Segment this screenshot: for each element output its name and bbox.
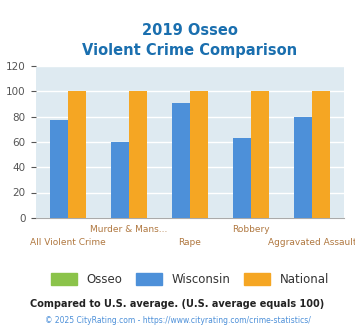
Text: Aggravated Assault: Aggravated Assault (268, 238, 355, 247)
Bar (110, 142, 129, 218)
Text: Compared to U.S. average. (U.S. average equals 100): Compared to U.S. average. (U.S. average … (31, 299, 324, 309)
Bar (68, 91, 86, 218)
Bar (251, 91, 269, 218)
Text: Rape: Rape (179, 238, 201, 247)
Text: © 2025 CityRating.com - https://www.cityrating.com/crime-statistics/: © 2025 CityRating.com - https://www.city… (45, 316, 310, 325)
Text: All Violent Crime: All Violent Crime (30, 238, 106, 247)
Bar (233, 138, 251, 218)
Bar (190, 91, 208, 218)
Bar (129, 91, 147, 218)
Bar (50, 120, 68, 218)
Text: Robbery: Robbery (232, 225, 270, 234)
Legend: Osseo, Wisconsin, National: Osseo, Wisconsin, National (45, 267, 335, 292)
Bar (171, 103, 190, 218)
Title: 2019 Osseo
Violent Crime Comparison: 2019 Osseo Violent Crime Comparison (82, 23, 297, 58)
Bar (294, 116, 312, 218)
Text: Murder & Mans...: Murder & Mans... (90, 225, 168, 234)
Bar (312, 91, 330, 218)
